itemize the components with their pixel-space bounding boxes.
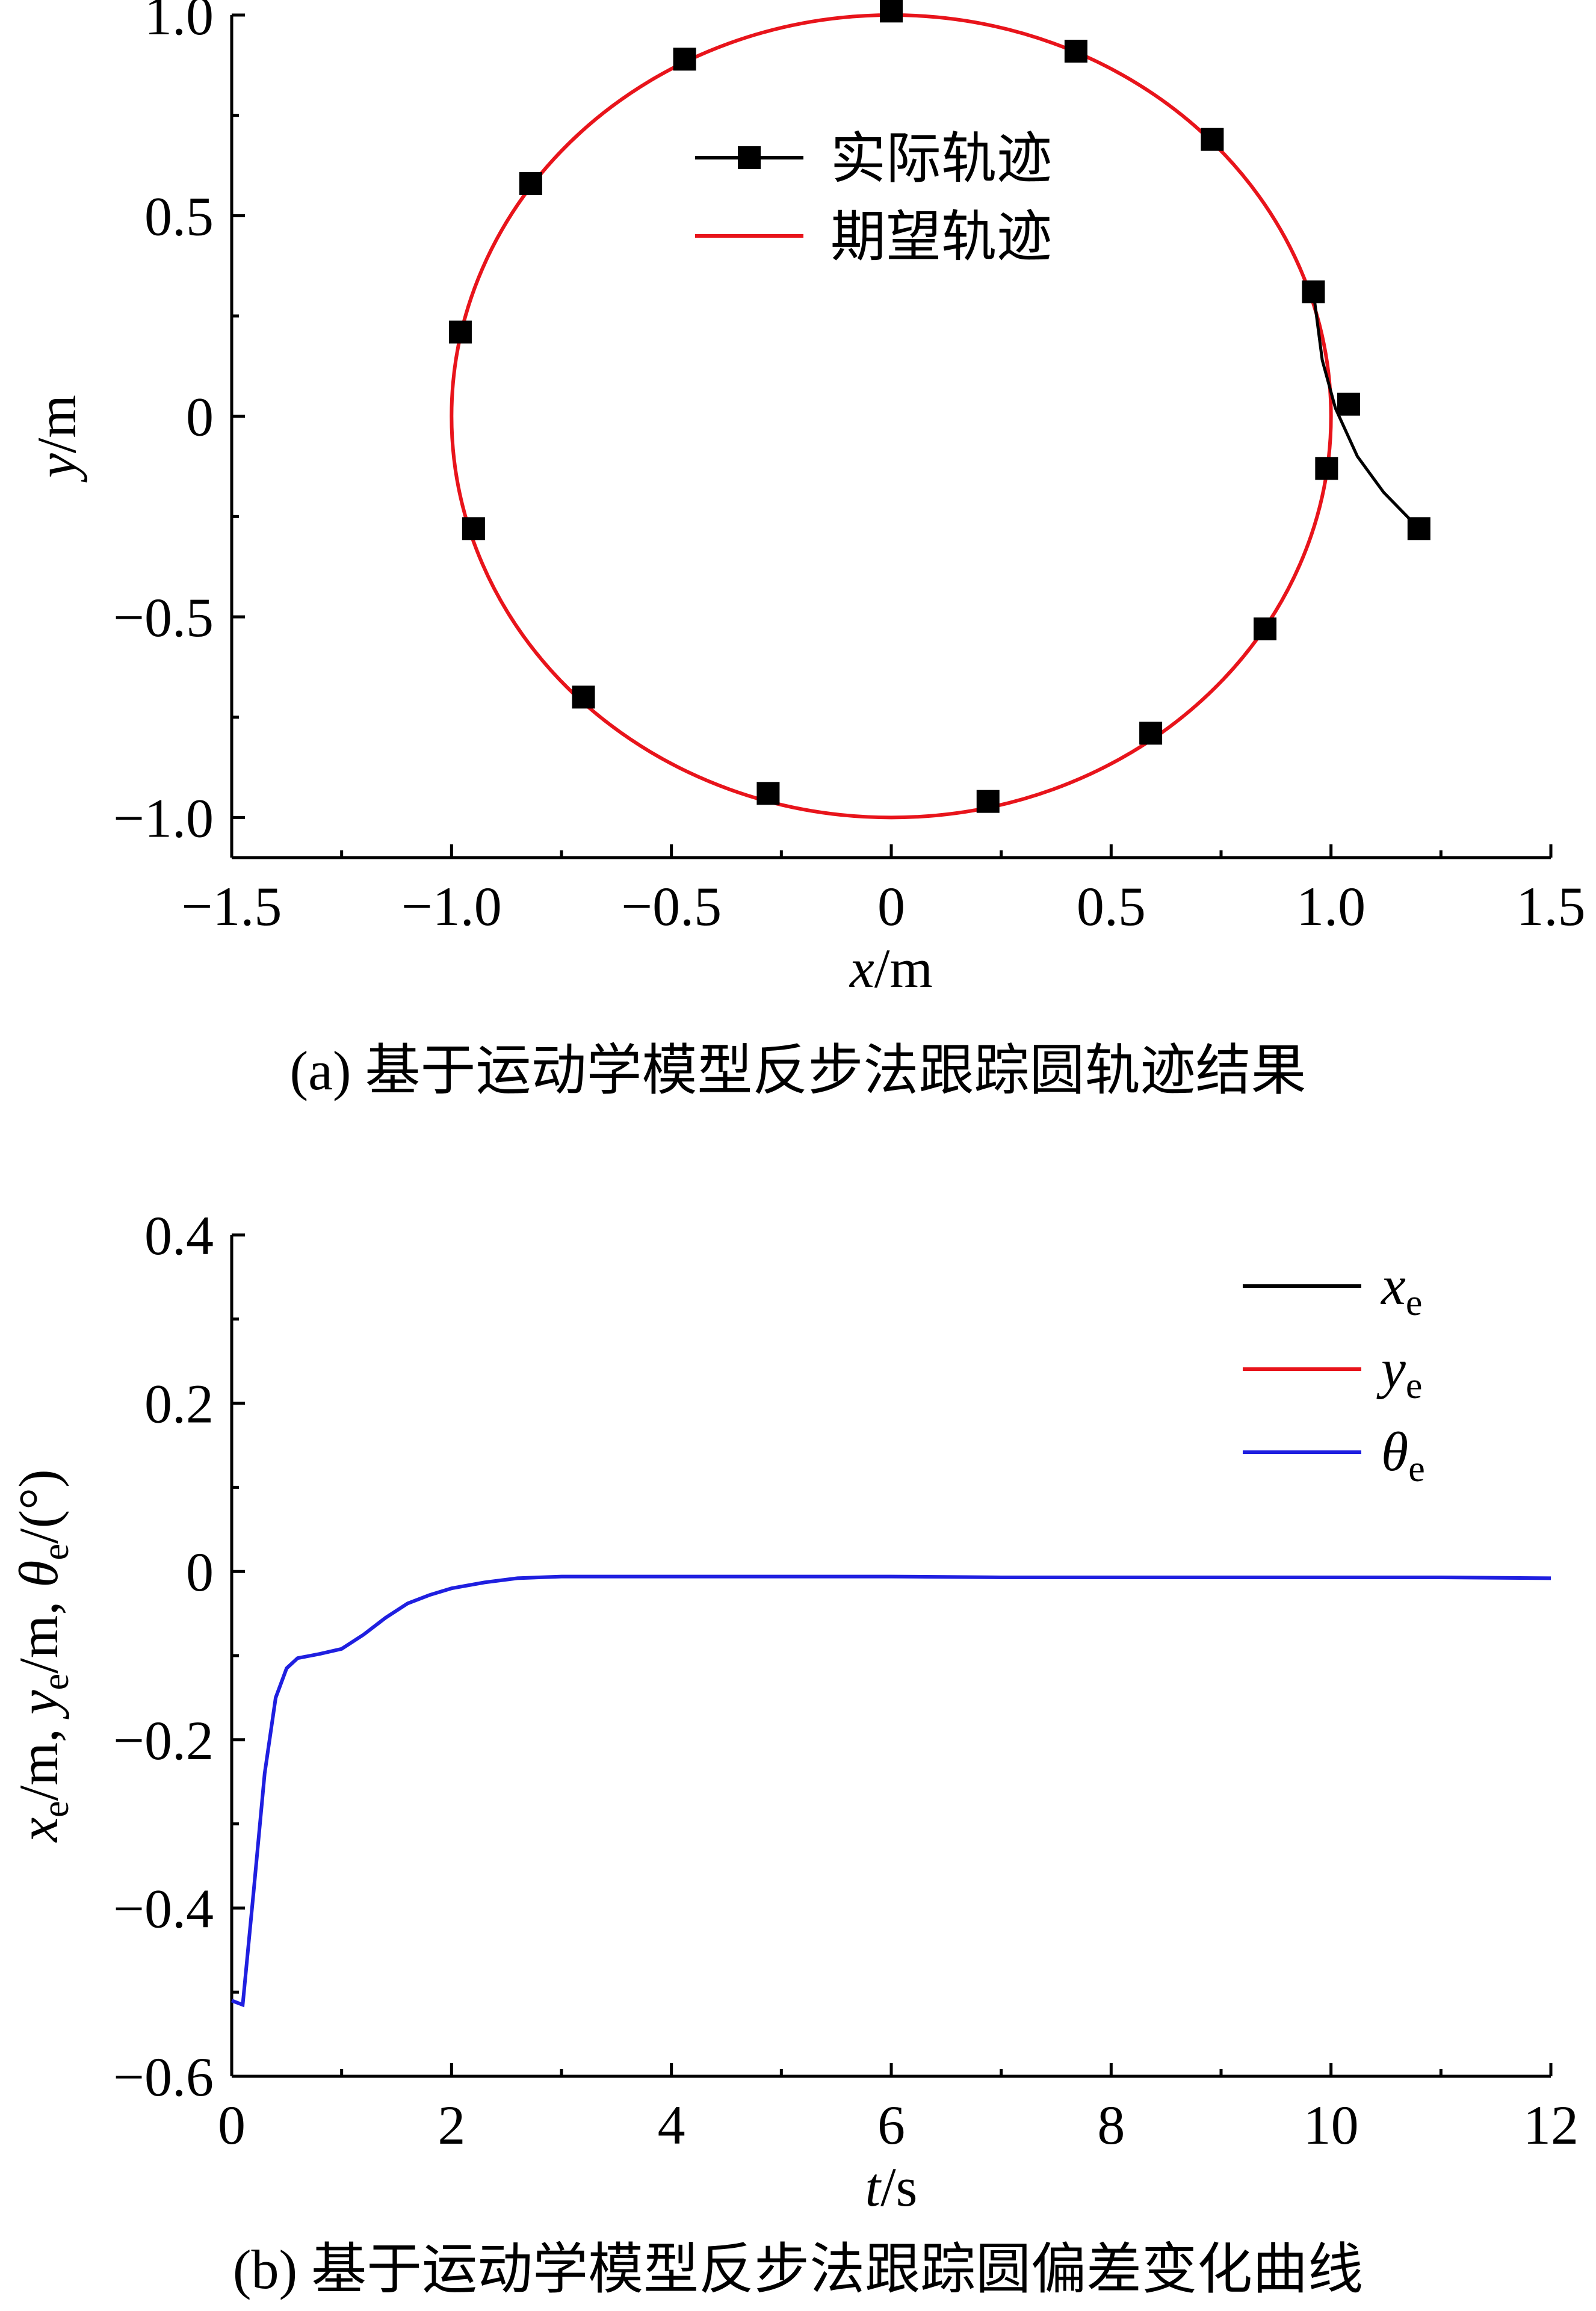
panel-a: −1.5 −1.0 −0.5 0 0.5 1.0 1.5 −1.0 −0.5 0 0.5 1.0 实际轨… [26,0,1586,1101]
x-tick-label: −1.0 [401,876,502,937]
actual-trajectory-marker [976,790,1000,813]
x-tick-label: 0.5 [1077,876,1146,937]
legend-label-var: θ [1381,1421,1408,1482]
actual-trajectory-marker [1201,128,1224,151]
legend-label-sub: e [1406,1366,1423,1406]
actual-trajectory-line [1311,291,1420,530]
x-tick-label: 12 [1523,2094,1579,2156]
y-tick-label: −0.2 [113,1710,214,1771]
actual-trajectory-marker [1407,517,1431,540]
actual-trajectory-marker [1315,457,1338,480]
actual-trajectory-marker [448,320,472,344]
x-tick-label: 1.5 [1517,876,1586,937]
y-tick-label: 0 [186,1541,214,1603]
x-axis-label-unit: /s [880,2156,917,2218]
actual-trajectory-marker [1064,40,1087,63]
x-tick-label: 1.0 [1296,876,1366,937]
x-axis-label: x/m [849,938,933,999]
x-tick-label: 2 [438,2094,465,2156]
actual-trajectory-marker [572,685,595,709]
x-axis-label-var: x [849,938,874,999]
y-axis-label-part: y [8,1690,69,1719]
x-tick-label: 4 [658,2094,685,2156]
x-axis-label: t/s [865,2156,918,2218]
actual-trajectory-marker [519,172,542,195]
y-axis-label: y/m [26,395,87,483]
actual-trajectory-marker [756,782,780,805]
y-axis-label-part: /m, [8,1588,69,1674]
y-axis-label-part: /(°) [8,1469,69,1544]
x-tick-label: 10 [1304,2094,1359,2156]
y-tick-label: 0.2 [144,1373,214,1435]
y-axis-label-unit: /m [26,395,87,453]
actual-trajectory-marker [1302,280,1325,303]
y-axis-label-part: θ [8,1560,69,1587]
y-tick-label: 0.5 [144,185,214,247]
legend-label-sub: e [1408,1449,1425,1490]
x-axis-label-unit: /m [874,938,933,999]
legend-label-1: ye [1376,1338,1422,1406]
y-tick-label: −0.5 [113,587,214,648]
y-tick-label: 0 [186,386,214,448]
legend-label-2: θe [1381,1421,1425,1490]
actual-trajectory-marker [1337,392,1360,416]
x-tick-label: 0 [877,876,905,937]
y-axis-label-part: /m, [8,1715,69,1801]
y-tick-label: −0.6 [113,2046,214,2108]
actual-trajectory-marker [462,517,485,540]
y-axis-label: xe/m, ye/m, θe/(°) [8,1469,76,1843]
x-tick-label: 8 [1097,2094,1125,2156]
actual-trajectory-marker [880,0,903,23]
y-axis-label-part: e [36,1674,76,1691]
panel-b-caption: (b) 基于运动学模型反步法跟踪圆偏差变化曲线 [233,2239,1363,2300]
panel-b: 0 2 4 6 8 10 12−0.6−0.4−0.200.20.4xeyeθet/sxe/… [8,1205,1579,2300]
legend-marker-actual [738,146,761,169]
y-axis-label-var: y [26,453,87,483]
y-axis-label-part: x [8,1818,69,1843]
legend-label-actual: 实际轨迹 [830,128,1052,190]
x-tick-label: 6 [877,2094,905,2156]
y-tick-label: −1.0 [113,787,214,849]
legend-label-var: x [1380,1255,1406,1316]
legend-label-0: xe [1380,1255,1422,1323]
series-line-2 [230,1574,1551,2008]
y-axis-label-part: e [36,1801,76,1818]
y-tick-label: 1.0 [144,0,214,46]
legend-label-sub: e [1406,1282,1423,1323]
x-tick-label: −1.5 [182,876,282,937]
x-tick-label: 0 [218,2094,246,2156]
actual-trajectory-marker [1254,617,1277,640]
actual-trajectory-marker [673,48,696,71]
x-tick-label: −0.5 [621,876,722,937]
legend-label-var: y [1376,1338,1406,1399]
x-axis-label-var: t [865,2156,882,2218]
y-axis-label-part: e [36,1544,76,1561]
y-tick-label: −0.4 [113,1878,214,1939]
y-tick-label: 0.4 [144,1205,214,1266]
panel-a-caption: (a) 基于运动学模型反步法跟踪圆轨迹结果 [289,1040,1306,1101]
legend-label-desired: 期望轨迹 [830,206,1052,268]
actual-trajectory-marker [1139,722,1163,745]
